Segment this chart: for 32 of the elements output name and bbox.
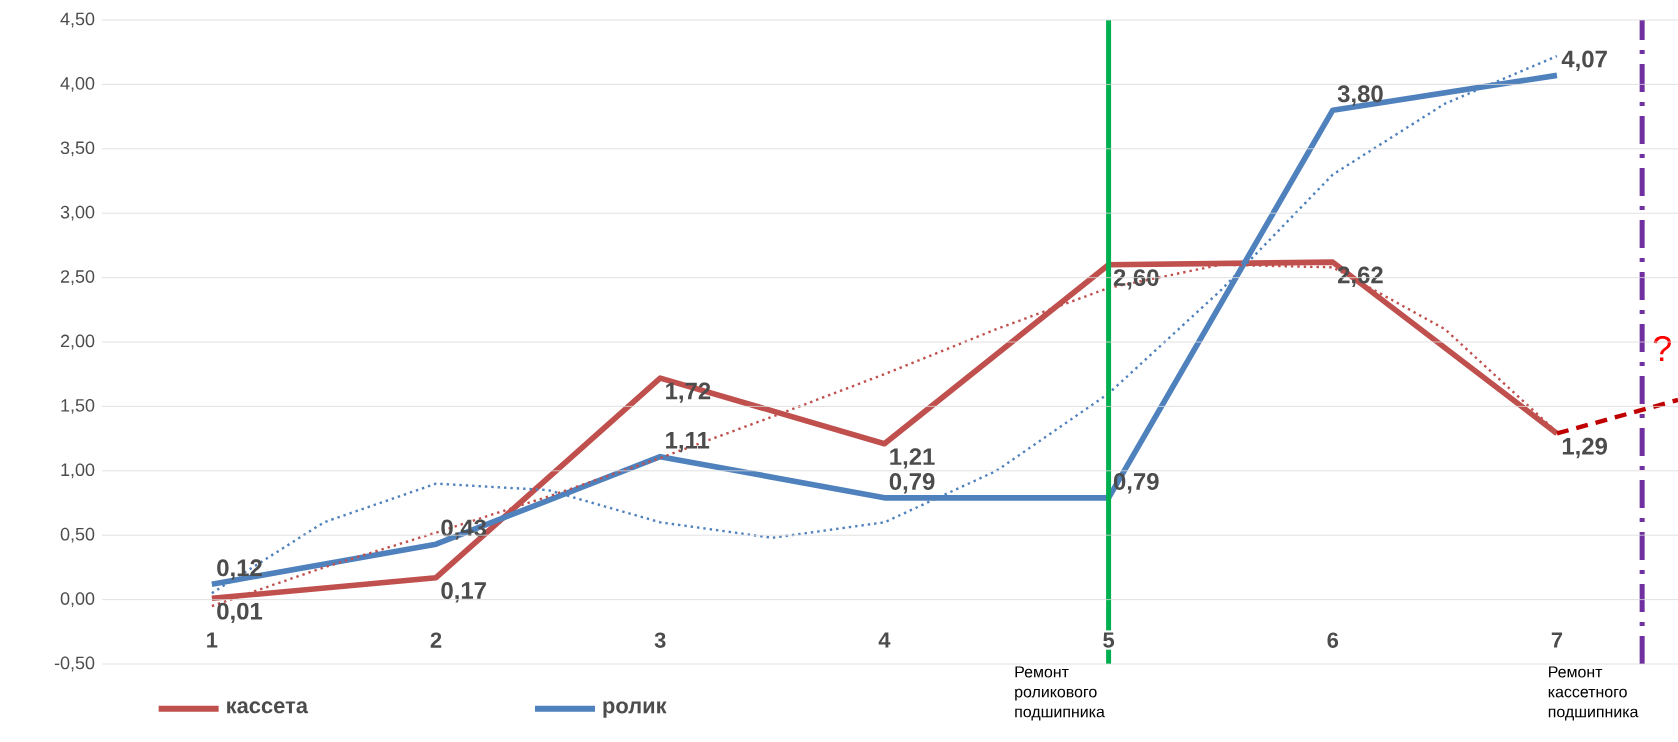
y-tick-label: 1,00 xyxy=(61,463,95,479)
y-tick-label: 1,50 xyxy=(61,398,95,414)
data-label: 1,29 xyxy=(1562,437,1607,459)
y-tick-label: 4,50 xyxy=(60,12,95,28)
legend-label: ролик xyxy=(603,701,667,718)
y-tick-label: 3,50 xyxy=(60,141,95,157)
x-tick-label: 3 xyxy=(654,632,666,648)
data-label: 2,60 xyxy=(1113,269,1159,290)
x-tick-label: 6 xyxy=(1327,632,1339,648)
data-label: 0,79 xyxy=(889,473,935,494)
annotation: ? xyxy=(1653,335,1671,361)
x-tick-label: 2 xyxy=(430,632,442,648)
y-tick-label: 2,00 xyxy=(60,334,95,350)
x-tick-label: 7 xyxy=(1551,632,1563,648)
x-tick-label: 4 xyxy=(878,632,891,648)
y-tick-label: 0,00 xyxy=(60,592,95,607)
legend-label: кассета xyxy=(227,701,309,714)
y-tick-label: -0,50 xyxy=(54,656,95,672)
data-label: 0,17 xyxy=(441,582,486,603)
y-tick-label: 2,50 xyxy=(60,270,95,285)
y-tick-label: 0,50 xyxy=(60,527,95,543)
ref-line-label: Ремонт кассетного подшипника xyxy=(1548,666,1639,721)
data-label: 1,72 xyxy=(666,382,711,403)
y-tick-label: 3,00 xyxy=(60,205,95,221)
ref-line-label: Ремонт роликового подшипника xyxy=(1015,666,1105,721)
data-label: 1,21 xyxy=(890,448,935,469)
data-label: 0,01 xyxy=(217,602,263,624)
data-label: 3,80 xyxy=(1337,85,1383,106)
x-tick-label: 1 xyxy=(207,632,218,648)
x-tick-label: 5 xyxy=(1103,632,1115,648)
y-tick-label: 4,00 xyxy=(60,76,95,92)
data-label: 4,07 xyxy=(1561,50,1607,71)
